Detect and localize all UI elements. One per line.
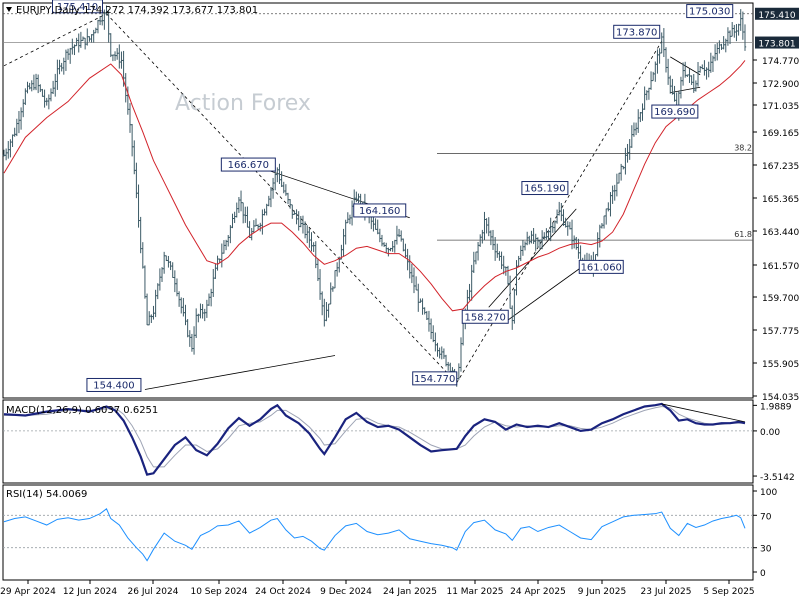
x-tick-label: 5 Sep 2025 (703, 587, 754, 597)
price-annotation: 175.030 (689, 7, 730, 18)
chart-header: EURJPY,Daily 174.272 174.392 173.677 173… (6, 5, 258, 16)
fib-label: 38.2 (734, 143, 752, 152)
macd-panel-frame (2, 399, 754, 484)
price-bars (2, 5, 747, 387)
price-annotation: 158.270 (465, 312, 506, 323)
trendline (106, 13, 458, 384)
price-panel-frame (2, 2, 754, 399)
rsi-grid (3, 514, 753, 549)
x-tick-label: 10 Sep 2024 (190, 587, 247, 597)
rsi-tick-label: 30 (760, 545, 772, 555)
macd-panel: 1.9889 0.00 -3.5142 MACD(12,26,9) 0.6037 0… (2, 399, 795, 484)
price-grid: 38.2 61.8 (3, 13, 753, 241)
price-annotation: 165.190 (524, 184, 565, 195)
price-annotation: 154.400 (93, 380, 134, 391)
rsi-tick-label: 100 (760, 488, 777, 498)
x-tick-label: 9 Dec 2024 (320, 587, 372, 597)
price-annotation: 164.160 (359, 206, 400, 217)
high-price-label: 175.410 (758, 11, 795, 21)
x-tick-label: 24 Oct 2024 (255, 587, 311, 597)
price-tick-label: 171.035 (762, 102, 799, 112)
x-tick-label: 24 Jan 2025 (383, 587, 437, 597)
current-price-label: 173.801 (758, 40, 795, 50)
price-annotation-box (651, 104, 699, 119)
moving-average-line (3, 60, 746, 312)
x-tick-label: 29 Apr 2024 (0, 587, 56, 597)
rsi-tick-label: 0 (760, 569, 766, 579)
price-annotation: 169.690 (654, 107, 695, 118)
x-tick-label: 11 Mar 2025 (446, 587, 503, 597)
trendline (488, 208, 577, 308)
macd-signal-line (4, 405, 746, 468)
price-tick-label: 157.775 (762, 327, 799, 337)
price-annotation-box (412, 371, 458, 386)
price-tick-label: 172.900 (762, 80, 799, 90)
moving-average (3, 60, 746, 312)
price-tick-label: 165.365 (762, 195, 799, 205)
price-annotation-box (686, 4, 734, 19)
ohlc-header: EURJPY,Daily 174.272 174.392 173.677 173… (16, 5, 258, 16)
price-annotation-box (461, 309, 509, 324)
price-tick-label: 154.035 (762, 393, 799, 403)
price-annotation-box (52, 0, 104, 14)
price-annotation-box (613, 24, 661, 39)
rsi-title: RSI(14) 54.0069 (6, 489, 87, 500)
x-tick-label: 9 Jun 2025 (578, 587, 626, 597)
price-tick-label: 163.440 (762, 228, 799, 238)
current-price-label-box (755, 36, 799, 49)
macd-tick-label: 1.9889 (760, 402, 792, 412)
price-annotation: 175.410 (57, 2, 98, 13)
price-tick-label: 161.570 (762, 262, 799, 272)
trendline (670, 86, 701, 94)
x-tick-label: 23 Jul 2025 (641, 587, 692, 597)
price-tick-label: 159.700 (762, 294, 799, 304)
macd-line (3, 402, 746, 476)
rsi-panel: 100 70 30 0 RSI(14) 54.0069 (2, 484, 777, 581)
price-annotations: 175.410 154.400 166.670 164.160 154.770 158.2… (52, 0, 734, 392)
rsi-axis: 100 70 30 0 (753, 488, 777, 579)
fib-label: 61.8 (734, 230, 752, 239)
price-tick-label: 155.905 (762, 360, 799, 370)
price-annotation: 161.060 (581, 262, 622, 273)
dropdown-triangle-icon[interactable] (6, 7, 12, 12)
price-annotation: 173.870 (616, 27, 657, 38)
macd-lines (3, 402, 746, 476)
macd-title: MACD(12,26,9) 0.6037 0.6251 (6, 405, 158, 416)
x-tick-label: 12 Jun 2024 (63, 587, 117, 597)
watermark: Action Forex (175, 91, 311, 116)
trendline (3, 13, 107, 67)
price-annotation-box (353, 203, 407, 218)
rsi-panel-frame (2, 484, 754, 581)
price-annotation-box (86, 377, 142, 392)
macd-trendline (661, 403, 746, 423)
rsi-line (3, 508, 746, 562)
price-annotation: 154.770 (414, 374, 455, 385)
x-axis: 29 Apr 2024 12 Jun 2024 26 Jul 2024 10 Sep … (0, 580, 755, 597)
rsi-line (3, 508, 746, 562)
price-tick-label: 167.235 (762, 162, 799, 172)
price-annotation-box (220, 157, 276, 172)
macd-axis: 1.9889 0.00 -3.5142 (753, 402, 795, 483)
price-annotation-box (521, 181, 569, 196)
trendline (144, 355, 336, 390)
x-tick-label: 24 Apr 2025 (510, 587, 566, 597)
macd-tick-label: 0.00 (760, 428, 780, 438)
rsi-tick-label: 70 (760, 512, 772, 522)
macd-tick-label: -3.5142 (760, 473, 795, 483)
price-annotation-box (578, 259, 624, 274)
high-price-label-box (755, 7, 799, 20)
price-tick-label: 169.165 (762, 129, 799, 139)
price-annotation: 166.670 (228, 160, 269, 171)
price-tick-label: 174.770 (762, 57, 799, 67)
price-panel: Action Forex 38.2 61.8 175.410 154.400 166.… (2, 0, 799, 403)
price-axis: 174.770 172.900 171.035 169.165 167.235 165.3… (753, 7, 799, 403)
x-tick-label: 26 Jul 2024 (128, 587, 179, 597)
trendline (505, 267, 581, 322)
